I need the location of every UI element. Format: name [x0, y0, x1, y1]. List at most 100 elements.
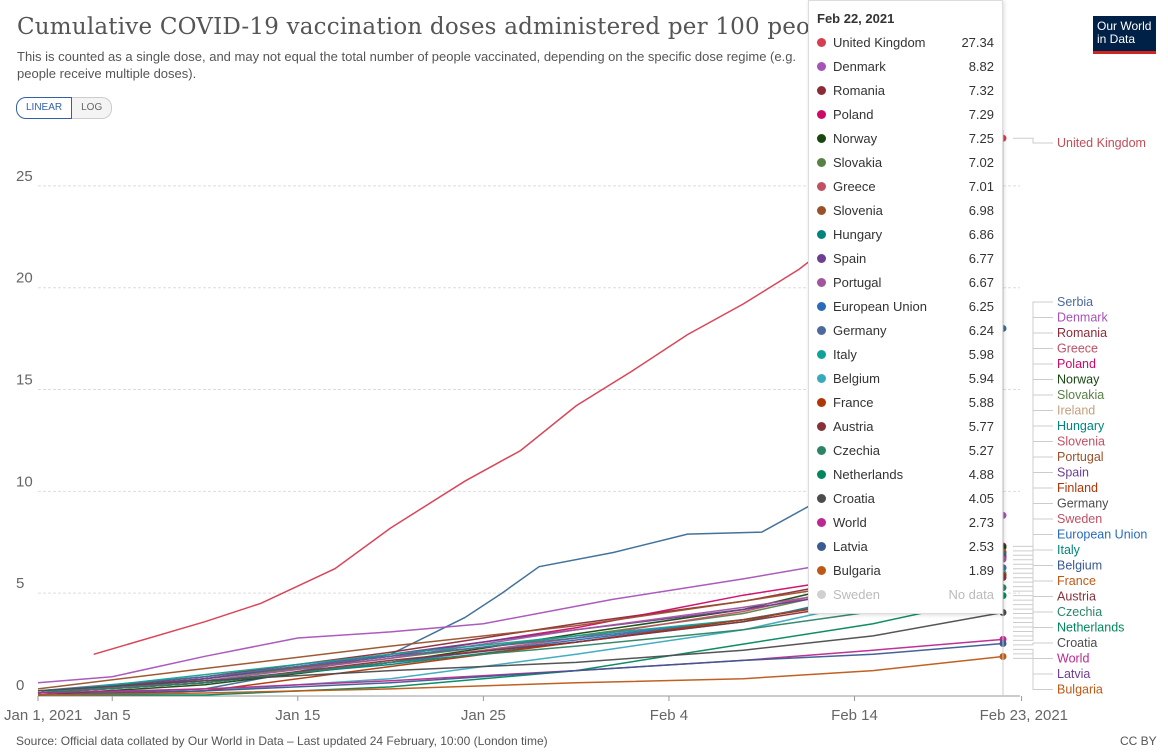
series-color-dot [817, 133, 826, 143]
end-label: Serbia [1057, 295, 1093, 309]
tooltip-entity-name: Sweden [833, 586, 880, 602]
x-tick-label: Jan 25 [461, 707, 506, 724]
tooltip-entity-name: World [833, 514, 867, 530]
end-label: Czechia [1057, 605, 1102, 619]
tooltip-entity-name: Slovenia [833, 202, 883, 218]
x-tick-label: Jan 5 [94, 707, 131, 724]
tooltip-row: Romania 7.32 [809, 78, 1002, 102]
logo-line-2: in Data [1097, 32, 1136, 46]
series-color-dot [817, 157, 826, 167]
tooltip-entity-name: Slovakia [833, 154, 883, 170]
tooltip-entity-value: 5.88 [968, 394, 994, 410]
tooltip-entity-value: 6.98 [968, 202, 994, 218]
log-scale-button[interactable]: LOG [72, 97, 113, 119]
tooltip-row: Norway 7.25 [809, 126, 1002, 150]
tooltip-entity-value: 5.94 [968, 370, 994, 386]
tooltip-entity-value: 2.53 [968, 538, 994, 554]
license-link[interactable]: CC BY [1120, 734, 1157, 748]
label-connector [1013, 611, 1053, 637]
tooltip-entity-value: 7.32 [968, 82, 994, 98]
y-tick-label: 5 [16, 575, 24, 592]
end-label: Sweden [1057, 512, 1102, 526]
tooltip-entity-value: 1.89 [968, 562, 994, 578]
series-color-dot [817, 85, 826, 95]
series-line-latvia [37, 642, 1004, 696]
y-tick-label: 0 [16, 677, 24, 694]
end-label: Finland [1057, 481, 1098, 495]
end-label: World [1057, 652, 1089, 666]
series-color-dot [817, 421, 826, 431]
tooltip-entity-name: Netherlands [833, 466, 904, 482]
tooltip-entity-name: European Union [833, 298, 927, 314]
series-color-dot [817, 325, 826, 335]
end-label: France [1057, 574, 1096, 588]
tooltip-entity-name: Germany [833, 322, 887, 338]
end-label: United Kingdom [1057, 136, 1146, 150]
end-label: Italy [1057, 543, 1081, 557]
tooltip-entity-name: Portugal [833, 274, 882, 290]
series-color-dot [817, 109, 826, 119]
tooltip-row: European Union 6.25 [809, 294, 1002, 318]
end-label: Greece [1057, 342, 1098, 356]
owid-logo[interactable]: Our World in Data [1093, 16, 1156, 54]
end-label: Portugal [1057, 450, 1104, 464]
series-color-dot [817, 253, 826, 263]
linear-scale-button[interactable]: LINEAR [16, 97, 73, 119]
label-connector [1013, 642, 1053, 646]
series-color-dot [817, 565, 826, 575]
series-color-dot [817, 493, 826, 503]
series-color-dot [817, 445, 826, 455]
y-tick-label: 15 [16, 372, 33, 389]
series-color-dot [817, 229, 826, 239]
label-connector [1013, 657, 1053, 690]
end-label: Austria [1057, 590, 1096, 604]
label-connector [1013, 137, 1053, 144]
series-color-dot [817, 373, 826, 383]
tooltip-entity-name: Czechia [833, 442, 880, 458]
y-tick-label: 20 [16, 270, 33, 287]
tooltip-row: Denmark 8.82 [809, 54, 1002, 78]
tooltip-entity-value: 7.02 [968, 154, 994, 170]
tooltip-entity-name: Poland [833, 106, 874, 122]
x-tick-label: Jan 15 [275, 707, 320, 724]
tooltip-entity-value: 7.25 [968, 130, 994, 146]
tooltip-row: Austria 5.77 [809, 414, 1002, 438]
tooltip-entity-value: 7.01 [968, 178, 994, 194]
end-label: Poland [1057, 357, 1096, 371]
series-color-dot [817, 181, 826, 191]
tooltip-entity-name: Bulgaria [833, 562, 881, 578]
series-color-dot [817, 61, 826, 71]
tooltip-entity-value: 6.77 [968, 250, 994, 266]
tooltip-entity-name: Spain [833, 250, 867, 266]
tooltip-entity-value: 4.88 [968, 466, 994, 482]
end-label: Slovenia [1057, 435, 1105, 449]
series-line-bulgaria [37, 655, 1004, 696]
tooltip-entity-value: 6.24 [968, 322, 994, 338]
tooltip-entity-name: Austria [833, 418, 874, 434]
tooltip-entity-name: Romania [833, 82, 886, 98]
x-tick-label: Feb 23, 2021 [980, 707, 1068, 724]
tooltip-entity-value: 5.98 [968, 346, 994, 362]
series-color-dot [817, 517, 826, 527]
tooltip-row: France 5.88 [809, 390, 1002, 414]
tooltip-entity-name: Latvia [833, 538, 868, 554]
tooltip-entity-name: Greece [833, 178, 876, 194]
end-label: Romania [1057, 326, 1107, 340]
tooltip-entity-value: 5.77 [968, 418, 994, 434]
tooltip-row: Latvia 2.53 [809, 534, 1002, 558]
tooltip-entity-value: 6.25 [968, 298, 994, 314]
scale-toggle: LINEAR LOG [16, 97, 113, 119]
y-tick-label: 25 [16, 168, 33, 185]
tooltip-row: Netherlands 4.88 [809, 462, 1002, 486]
tooltip-row: Slovenia 6.98 [809, 198, 1002, 222]
tooltip-entity-value: 8.82 [968, 58, 994, 74]
tooltip-row: Croatia 4.05 [809, 486, 1002, 510]
chart-title: Cumulative COVID-19 vaccination doses ad… [17, 14, 847, 40]
y-tick-label: 10 [16, 473, 33, 490]
end-label: Spain [1057, 466, 1089, 480]
end-label: European Union [1057, 528, 1147, 542]
tooltip-row: Czechia 5.27 [809, 438, 1002, 462]
tooltip-entity-value: 4.05 [968, 490, 994, 506]
tooltip-row: Belgium 5.94 [809, 366, 1002, 390]
tooltip-row: Poland 7.29 [809, 102, 1002, 126]
